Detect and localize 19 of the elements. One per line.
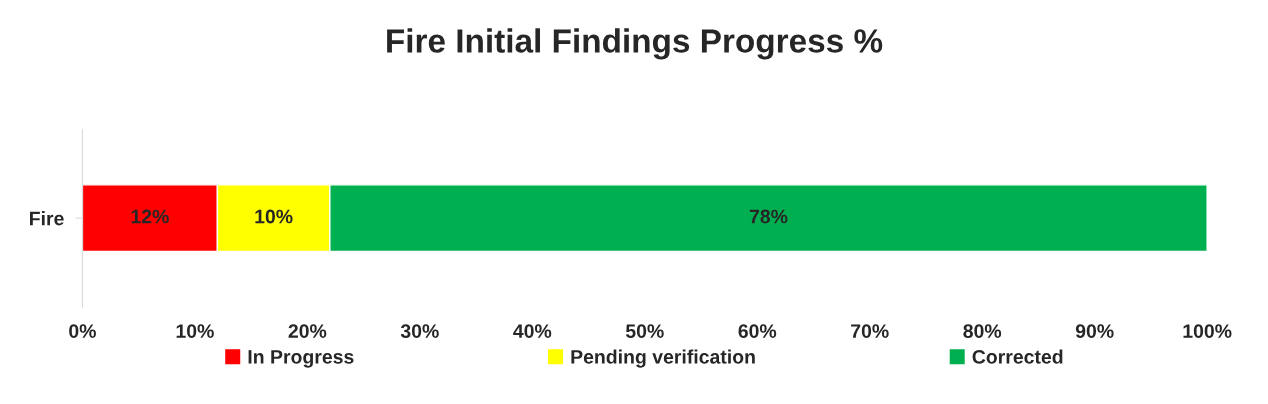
x-tick-label: 30% [400,324,439,339]
x-tick-label: 90% [1075,324,1114,338]
text: 10% [255,209,293,224]
legend-label: Pending verification [571,349,755,368]
x-tick-label: 0% [69,324,96,338]
x-tick-label: 70% [851,324,889,338]
legend-label: Corrected [972,349,1063,364]
x-tick-label: 20% [288,324,327,338]
chart-title: Fire Initial Findings Progress % [387,28,883,60]
x-tick-label: 40% [513,324,552,338]
x-tick-label: 60% [738,324,777,338]
x-tick-label: 50% [625,324,664,338]
x-tick-label: 80% [963,324,1002,338]
legend-label: In Progress [248,350,354,368]
text: 12% [131,209,169,224]
y-tick-label: Fire [30,211,64,226]
x-tick-label: 100% [1183,324,1232,338]
x-tick-label: 10% [176,324,214,338]
text: 78% [749,209,788,224]
